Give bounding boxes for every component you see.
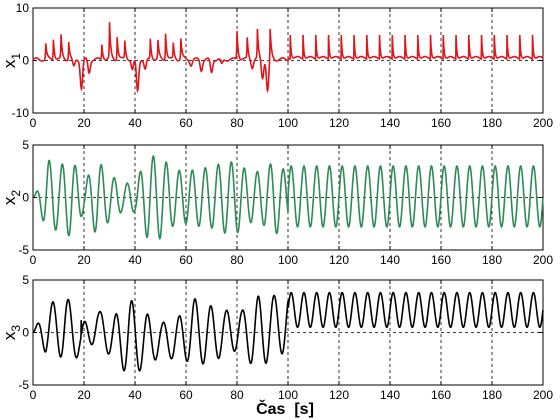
- y-tick-label: 5: [22, 273, 29, 287]
- x-tick-label: 0: [30, 388, 37, 402]
- x-tick-label: 160: [431, 116, 451, 130]
- x-tick-label: 200: [533, 253, 553, 267]
- x-tick-label: 140: [380, 253, 400, 267]
- y-axis-label-main: x: [0, 59, 19, 68]
- x-tick-label: 20: [77, 253, 91, 267]
- series-line-x1: [32, 22, 544, 94]
- y-axis-label-subscript: 1: [9, 53, 23, 60]
- x-tick-label: 160: [431, 388, 451, 402]
- x-tick-label: 40: [128, 116, 142, 130]
- x-tick-label: 200: [533, 116, 553, 130]
- y-tick-label: -10: [12, 106, 30, 120]
- x-tick-label: 0: [30, 253, 37, 267]
- x-tick-label: 140: [380, 116, 400, 130]
- x-tick-label: 180: [482, 388, 502, 402]
- y-axis-label-x2: x2: [0, 190, 23, 206]
- x-tick-label: 40: [128, 388, 142, 402]
- x-tick-label: 180: [482, 116, 502, 130]
- x-tick-label: 100: [278, 253, 298, 267]
- y-tick-label: 0: [22, 54, 29, 68]
- y-axis-label-main: x: [0, 196, 19, 205]
- x-tick-label: 120: [329, 388, 349, 402]
- x-tick-label: 20: [77, 388, 91, 402]
- y-axis-label-main: x: [0, 331, 19, 340]
- y-tick-label: 5: [22, 138, 29, 152]
- y-axis-label-subscript: 3: [9, 325, 23, 332]
- x-tick-label: 80: [230, 253, 244, 267]
- x-tick-label: 80: [230, 116, 244, 130]
- x-tick-label: 60: [179, 388, 193, 402]
- x-tick-label: 80: [230, 388, 244, 402]
- y-tick-label: 10: [16, 1, 30, 15]
- x-tick-label: 160: [431, 253, 451, 267]
- x-tick-label: 0: [30, 116, 37, 130]
- y-axis-label-subscript: 2: [9, 190, 23, 197]
- x-tick-label: 100: [278, 116, 298, 130]
- x-tick-label: 100: [278, 388, 298, 402]
- y-tick-label: -5: [18, 243, 29, 257]
- x-tick-label: 120: [329, 116, 349, 130]
- series-line-x3: [32, 291, 544, 372]
- series-line-x2: [32, 155, 544, 240]
- x-tick-label: 20: [77, 116, 91, 130]
- x-tick-label: 180: [482, 253, 502, 267]
- y-axis-label-x1: x1: [0, 53, 23, 69]
- x-axis-label: Čas [s]: [256, 399, 314, 418]
- y-axis-label-x3: x3: [0, 325, 23, 341]
- x-tick-label: 60: [179, 116, 193, 130]
- y-tick-label: -5: [18, 378, 29, 392]
- x-tick-label: 140: [380, 388, 400, 402]
- y-tick-label: 0: [22, 326, 29, 340]
- x-tick-label: 200: [533, 388, 553, 402]
- x-tick-label: 40: [128, 253, 142, 267]
- x-tick-label: 60: [179, 253, 193, 267]
- y-tick-label: 0: [22, 191, 29, 205]
- x-tick-label: 120: [329, 253, 349, 267]
